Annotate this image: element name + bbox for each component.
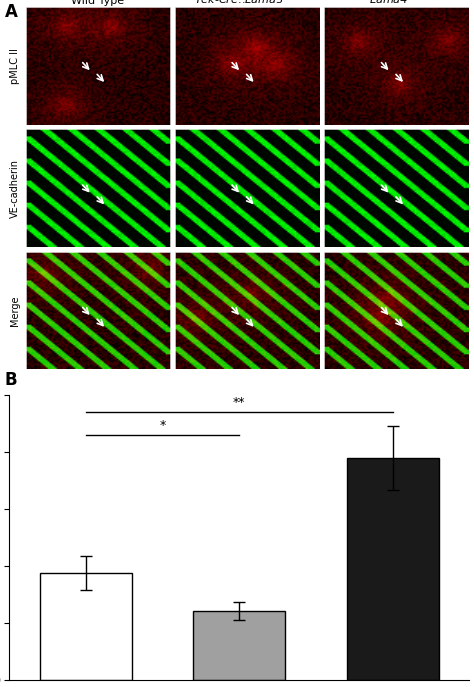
Title: Wild Type: Wild Type <box>72 0 125 6</box>
Text: *: * <box>160 419 166 431</box>
Title: $\it{Lama4}$$^{+/-}$: $\it{Lama4}$$^{+/-}$ <box>369 0 425 7</box>
Bar <box>40 573 132 680</box>
Title: $\it{Tek}$-$\it{Cre}$::$\it{Lama5}$$^{+/-}$: $\it{Tek}$-$\it{Cre}$::$\it{Lama5}$$^{+/… <box>194 0 301 7</box>
Text: **: ** <box>233 396 246 409</box>
Bar <box>346 458 438 680</box>
Text: VE-cadherin: VE-cadherin <box>10 159 20 218</box>
Text: pMLC II: pMLC II <box>10 48 20 84</box>
Text: Merge: Merge <box>10 295 20 326</box>
Text: B: B <box>5 371 18 389</box>
Text: A: A <box>5 3 18 21</box>
Bar <box>193 611 285 680</box>
